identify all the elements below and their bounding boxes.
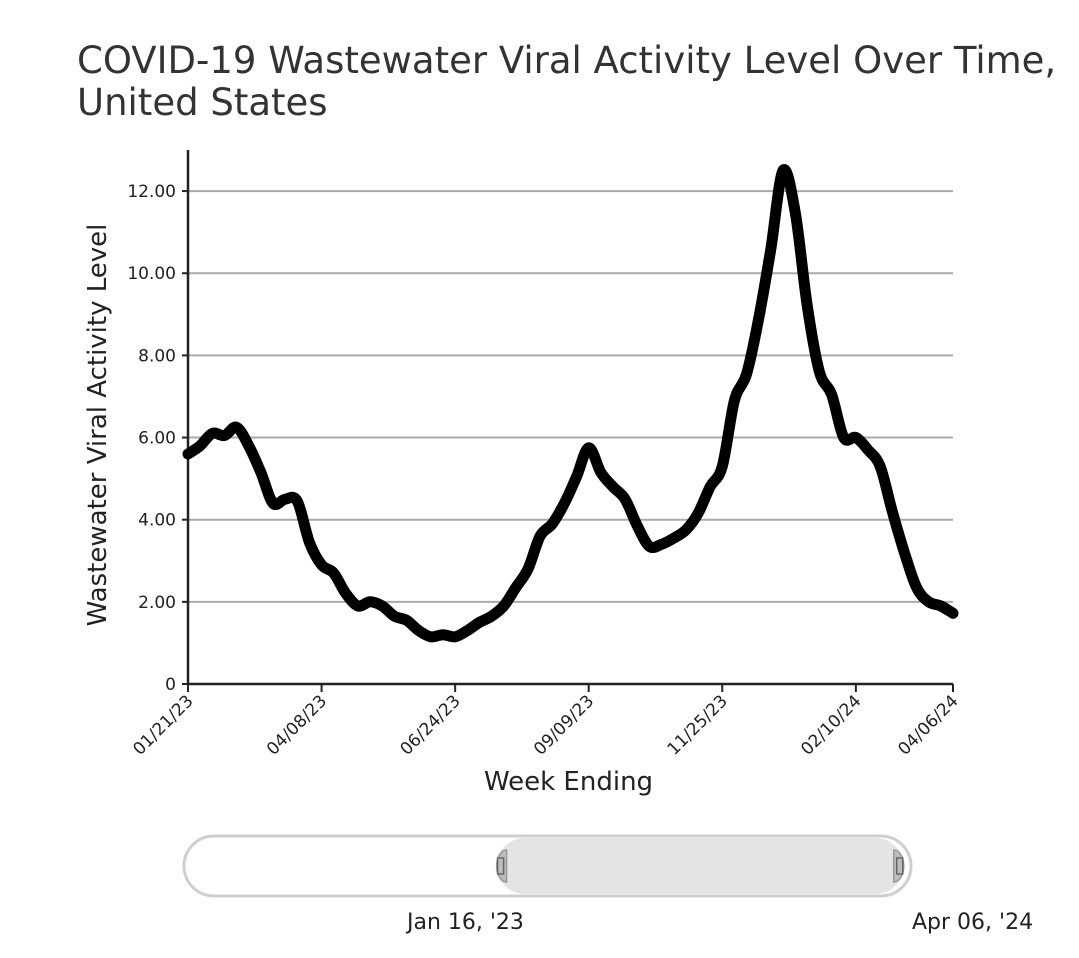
x-tick-label: 01/21/23: [129, 691, 197, 759]
range-selection: [496, 838, 904, 894]
y-tick-label: 8.00: [138, 346, 176, 366]
x-tick-label: 02/10/24: [797, 691, 865, 759]
x-tick-label: 06/24/23: [397, 691, 465, 759]
y-tick-label: 10.00: [127, 264, 176, 284]
y-tick-label: 0: [165, 675, 176, 695]
range-handle-end[interactable]: [892, 849, 905, 883]
range-handle-start-grip-icon[interactable]: [496, 857, 505, 875]
x-tick-label: 11/25/23: [664, 691, 732, 759]
y-tick-label: 6.00: [138, 429, 176, 449]
range-handle-start[interactable]: [495, 849, 508, 883]
series-line: [182, 164, 959, 643]
y-axis-label: Wastewater Viral Activity Level: [83, 224, 113, 627]
range-end-label: Apr 06, '24: [912, 910, 1034, 935]
x-tick-label: 04/08/23: [263, 691, 331, 759]
y-tick-label: 12.00: [127, 182, 176, 202]
range-handle-end-grip-icon[interactable]: [895, 857, 904, 875]
y-tick-label: 2.00: [138, 593, 176, 613]
range-start-label: Jan 16, '23: [407, 910, 524, 935]
x-axis-label: Week Ending: [484, 767, 653, 797]
y-tick-label: 4.00: [138, 511, 176, 531]
x-tick-label: 09/09/23: [530, 691, 598, 759]
chart-title: COVID-19 Wastewater Viral Activity Level…: [77, 39, 1057, 124]
x-tick-label: 04/06/24: [894, 691, 962, 759]
